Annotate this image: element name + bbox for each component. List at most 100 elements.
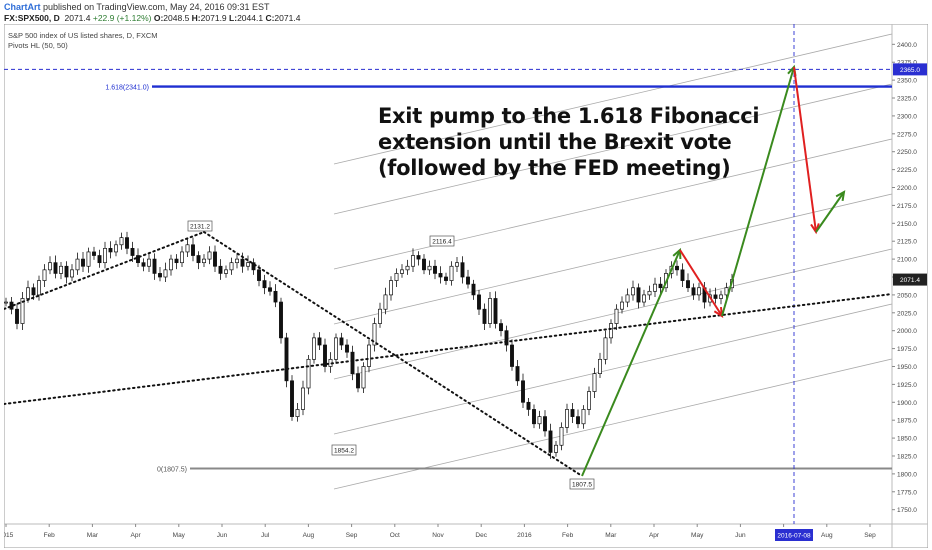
- y-tick-label: 1775.0: [897, 489, 917, 496]
- annotation-line-3: (followed by the FED meeting): [378, 156, 731, 180]
- candle-body: [367, 344, 371, 367]
- x-tick-label: Dec: [475, 532, 487, 539]
- x-tick-label: Apr: [131, 532, 142, 539]
- y-tick-label: 2125.0: [897, 239, 917, 246]
- x-tick-label: Feb: [44, 532, 56, 539]
- candle-body: [515, 366, 520, 382]
- header-bar: ChartArt published on TradingView.com, M…: [0, 0, 932, 23]
- y-tick-label: 1850.0: [897, 436, 917, 443]
- candle-body: [26, 287, 30, 299]
- candle-body: [482, 308, 487, 324]
- high-label: H:: [191, 13, 201, 23]
- candle-body: [174, 258, 179, 264]
- candle-body: [504, 330, 509, 346]
- low-value: 2044.1: [237, 13, 264, 23]
- pivot-box: [429, 235, 455, 247]
- annotation-text: Exit pump to the 1.618 Fibonacci extensi…: [378, 103, 778, 181]
- pivot-label: 1807.5: [572, 482, 592, 489]
- channel-line: [333, 138, 893, 270]
- candle-body: [581, 409, 586, 425]
- candle-body: [169, 258, 173, 271]
- y-tick-label: 2400.0: [897, 42, 917, 49]
- candle-body: [653, 283, 657, 292]
- candle-body: [713, 294, 718, 299]
- candle-body: [251, 262, 256, 271]
- y-tick-label: 2175.0: [897, 203, 917, 210]
- candle-body: [125, 237, 129, 249]
- candle-body: [224, 269, 228, 274]
- price-value: 2071.4: [64, 13, 91, 23]
- candle-body: [213, 251, 217, 267]
- channel-line: [333, 193, 893, 325]
- y-tick-label: 1750.0: [897, 507, 917, 514]
- price-chart[interactable]: 2400.0 2375.0 2350.0 2325.0 2300.0 2275.0 2250…: [4, 24, 928, 548]
- candle-body: [361, 366, 366, 389]
- candle-body: [647, 290, 652, 296]
- change-value: +22.9 (+1.12%): [92, 13, 152, 23]
- candle-body: [295, 409, 300, 417]
- y-tick-label: 2300.0: [897, 113, 917, 120]
- candle-body: [631, 287, 635, 296]
- close-label: C:: [265, 13, 275, 23]
- candle-body: [235, 258, 239, 264]
- candle-body: [427, 265, 432, 271]
- annotation-line-1: Exit pump to the 1.618 Fibonacci: [378, 104, 760, 128]
- x-axis[interactable]: 2015 Feb Mar Apr May Jun Jul Aug Sep Oct Nov Dec 201…: [4, 523, 928, 539]
- x-tick-label: Nov: [432, 532, 444, 539]
- y-tick-label: 2100.0: [897, 257, 917, 264]
- candle-body: [312, 337, 316, 360]
- up-arrow-3: [815, 191, 845, 233]
- indicator-label: Pivots HL (50, 50): [8, 41, 68, 50]
- candle-body: [191, 244, 195, 256]
- candle-body: [279, 301, 283, 339]
- candle-body: [350, 351, 355, 375]
- open-value: 2048.5: [163, 13, 190, 23]
- candle-body: [42, 269, 47, 281]
- candle-body: [268, 287, 272, 292]
- candle-body: [86, 251, 91, 267]
- candle-body: [70, 269, 74, 278]
- y-tick-label: 1925.0: [897, 382, 917, 389]
- date-badge-text: 2016-07-08: [777, 533, 811, 540]
- symbol-label: FX:SPX500, D: [4, 13, 60, 23]
- candle-body: [444, 276, 448, 281]
- candle-body: [532, 409, 536, 425]
- x-tick-label: May: [173, 532, 186, 539]
- support-trendline: [4, 293, 893, 405]
- x-tick-label: 2016: [517, 532, 532, 539]
- candle-body: [691, 287, 696, 296]
- x-tick-label: Jul: [261, 532, 270, 539]
- candle-body: [636, 287, 641, 303]
- brand-name[interactable]: ChartArt: [4, 2, 41, 12]
- candle-body: [284, 337, 289, 382]
- candle-body: [405, 265, 410, 271]
- channel-line: [333, 248, 893, 380]
- candle-body: [130, 248, 135, 256]
- candle-body: [317, 337, 322, 346]
- candle-body: [642, 294, 646, 303]
- y-tick-label: 1975.0: [897, 346, 917, 353]
- candle-body: [383, 294, 388, 310]
- x-tick-label: Jun: [735, 532, 746, 539]
- x-tick-label: Aug: [821, 532, 833, 539]
- candle-body: [97, 255, 102, 264]
- candle-body: [218, 265, 223, 274]
- candle-body: [378, 308, 382, 324]
- x-tick-label: Jun: [217, 532, 228, 539]
- candle-body: [521, 380, 525, 403]
- candle-body: [658, 283, 663, 289]
- candle-body: [537, 416, 542, 425]
- down-arrow-1: [679, 249, 723, 317]
- candle-body: [576, 416, 580, 425]
- candle-body: [592, 373, 597, 392]
- x-tick-label: Oct: [390, 532, 400, 539]
- candle-body: [196, 255, 201, 264]
- candle-body: [334, 337, 338, 360]
- channel-line: [333, 358, 893, 490]
- candle-body: [185, 244, 190, 253]
- candle-body: [108, 248, 113, 253]
- candle-body: [114, 244, 118, 253]
- candle-body: [510, 344, 514, 367]
- candle-body: [587, 391, 591, 410]
- candle-body: [449, 265, 454, 281]
